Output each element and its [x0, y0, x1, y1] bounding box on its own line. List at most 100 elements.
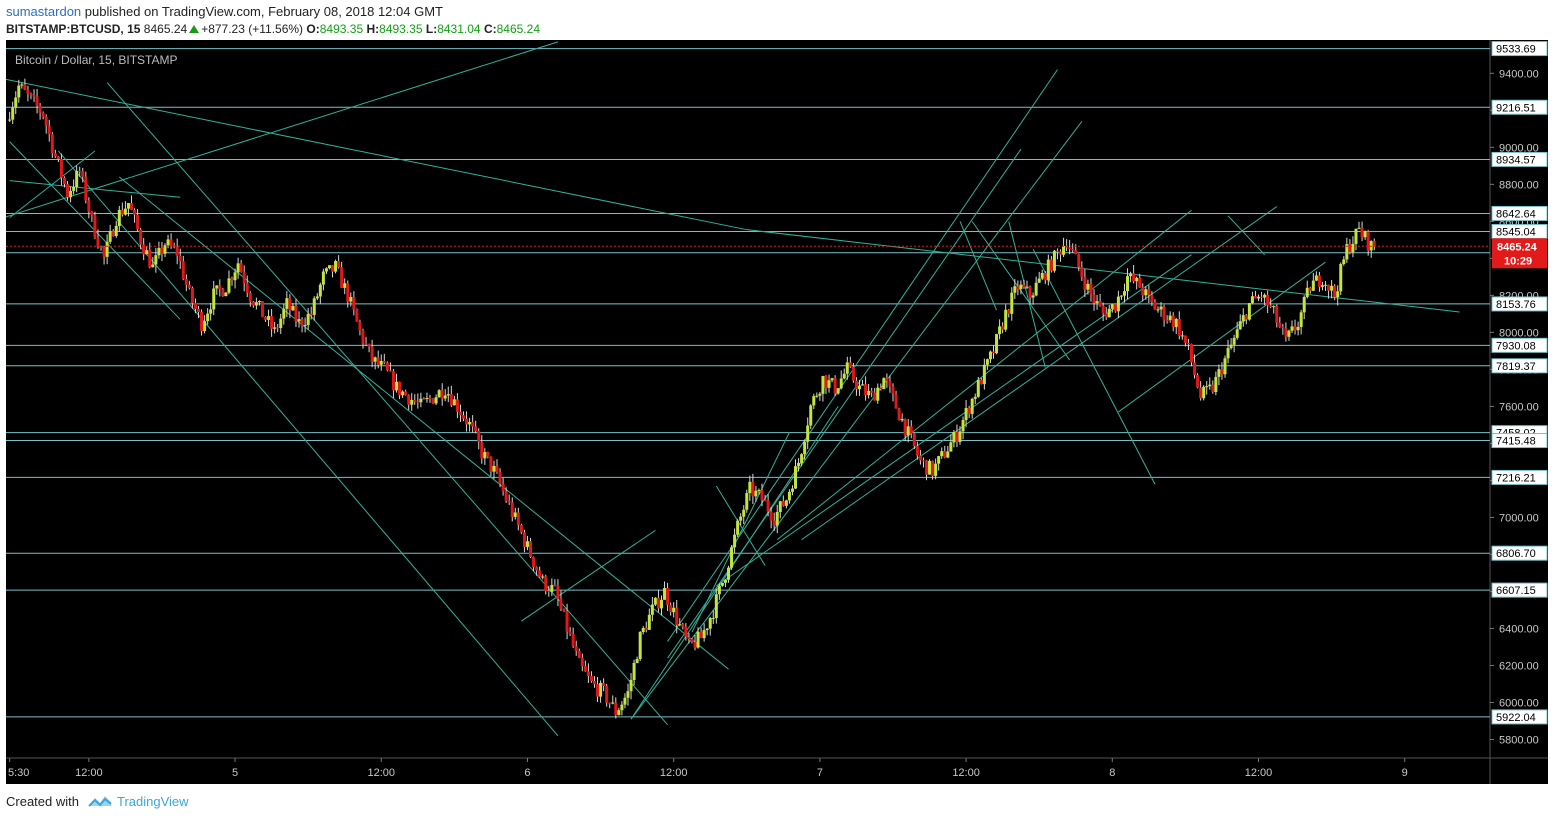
trendline-7[interactable]: [106, 82, 668, 726]
level-label-4[interactable]: 8545.04: [1491, 224, 1548, 240]
author-link[interactable]: sumastardon: [6, 4, 82, 19]
symbol-label[interactable]: BITSTAMP:BTCUSD, 15: [6, 22, 141, 36]
candle-215: [663, 581, 667, 600]
candle-55: [175, 238, 179, 265]
candle-35: [114, 220, 118, 238]
candle-209: [644, 621, 648, 633]
trendline-19[interactable]: [959, 221, 998, 311]
level-label-10[interactable]: 7216.21: [1491, 469, 1548, 485]
level-label-1[interactable]: 9216.51: [1491, 99, 1548, 115]
candle-313: [961, 416, 965, 440]
candle-143: [443, 389, 447, 402]
published-text: published on TradingView.com, February 0…: [84, 4, 443, 19]
x-tick-label: 8: [1109, 767, 1115, 779]
candle-312: [958, 426, 962, 445]
candle-151: [468, 417, 472, 432]
level-label-9[interactable]: 7415.48: [1491, 433, 1548, 449]
trendline-8[interactable]: [118, 176, 729, 670]
candle-231: [711, 610, 715, 624]
tradingview-logo-icon[interactable]: [88, 793, 112, 809]
trendline-15[interactable]: [715, 485, 766, 566]
candle-246: [757, 488, 761, 495]
current-price-label[interactable]: 8465.24 10:29: [1492, 238, 1547, 269]
trendline-14[interactable]: [691, 432, 790, 633]
trendline-2[interactable]: [3, 41, 559, 219]
candle-332: [1019, 280, 1023, 295]
trendline-0[interactable]: [3, 78, 747, 231]
trendline-24[interactable]: [1227, 215, 1265, 256]
candlestick-chart[interactable]: 5800.006000.006200.006400.006600.006800.…: [3, 40, 1548, 784]
x-tick-label: 5: [232, 767, 238, 779]
candle-199: [614, 697, 618, 719]
level-label-0[interactable]: 9533.69: [1491, 41, 1548, 57]
candle-214: [659, 595, 663, 616]
candle-397: [1217, 364, 1221, 386]
candle-167: [516, 507, 520, 531]
candle-108: [337, 255, 341, 269]
candle-379: [1162, 304, 1166, 327]
trendline-18[interactable]: [801, 206, 1278, 541]
candle-98: [306, 308, 310, 330]
trendline-23[interactable]: [1118, 261, 1326, 413]
candle-64: [203, 315, 207, 334]
trendline-12[interactable]: [667, 69, 1058, 642]
candle-186: [574, 640, 578, 656]
candle-418: [1281, 323, 1285, 335]
candle-441: [1351, 236, 1355, 258]
candle-405: [1241, 308, 1245, 327]
level-label-6[interactable]: 7930.08: [1491, 337, 1548, 353]
y-tick-label: 6000.00: [1499, 697, 1539, 709]
level-label-2[interactable]: 8934.57: [1491, 151, 1548, 167]
trendline-21[interactable]: [1008, 221, 1046, 368]
level-label-13[interactable]: 5922.04: [1491, 709, 1548, 725]
level-label-5[interactable]: 8153.76: [1491, 296, 1548, 312]
candle-71: [224, 291, 228, 297]
candle-306: [940, 447, 944, 459]
candle-81: [254, 297, 258, 310]
y-tick-label: 8800.00: [1499, 179, 1539, 191]
candle-372: [1141, 283, 1145, 302]
level-label-11[interactable]: 6806.70: [1491, 545, 1548, 561]
candle-272: [836, 387, 840, 395]
price-axis[interactable]: 5800.006000.006200.006400.006600.006800.…: [1490, 41, 1548, 747]
candle-359: [1101, 302, 1105, 322]
time-axis[interactable]: 5:30 12:00 5 12:00 6 12:00 7 12:00 8 12:00 9: [8, 758, 1408, 779]
candle-242: [745, 489, 749, 513]
trendline-22[interactable]: [1032, 248, 1156, 485]
trendline-9[interactable]: [521, 529, 656, 622]
candle-447: [1369, 240, 1373, 258]
candle-182: [562, 608, 566, 612]
candle-139: [431, 398, 435, 405]
trendline-1[interactable]: [746, 229, 1460, 313]
candle-79: [248, 291, 252, 307]
candle-314: [964, 400, 968, 428]
candle-318: [976, 376, 980, 398]
trendline-10[interactable]: [630, 406, 839, 720]
candle-398: [1220, 362, 1224, 380]
chart-area[interactable]: 5800.006000.006200.006400.006600.006800.…: [3, 40, 1548, 784]
candle-46: [148, 242, 152, 269]
y-tick-label: 8000.00: [1499, 327, 1539, 339]
candle-370: [1135, 276, 1139, 290]
tradingview-brand[interactable]: TradingView: [117, 794, 189, 809]
level-label-3[interactable]: 8642.64: [1491, 205, 1548, 221]
candle-197: [608, 702, 612, 709]
candle-5: [23, 78, 27, 91]
level-label-7[interactable]: 7819.37: [1491, 358, 1548, 374]
candle-357: [1095, 295, 1099, 310]
level-label-12[interactable]: 6607.15: [1491, 582, 1548, 598]
candle-224: [690, 638, 694, 644]
candle-389: [1193, 354, 1197, 379]
candle-111: [346, 280, 350, 308]
trendline-6[interactable]: [58, 150, 559, 737]
candle-223: [687, 633, 691, 644]
candle-203: [626, 683, 630, 706]
candle-18: [62, 176, 66, 188]
chart-background: [6, 40, 1548, 784]
trendline-11[interactable]: [630, 121, 1083, 720]
trendline-5[interactable]: [9, 180, 181, 198]
candle-241: [742, 505, 746, 524]
trendline-13[interactable]: [667, 148, 1022, 659]
candle-212: [653, 597, 657, 607]
candle-435: [1333, 284, 1337, 301]
